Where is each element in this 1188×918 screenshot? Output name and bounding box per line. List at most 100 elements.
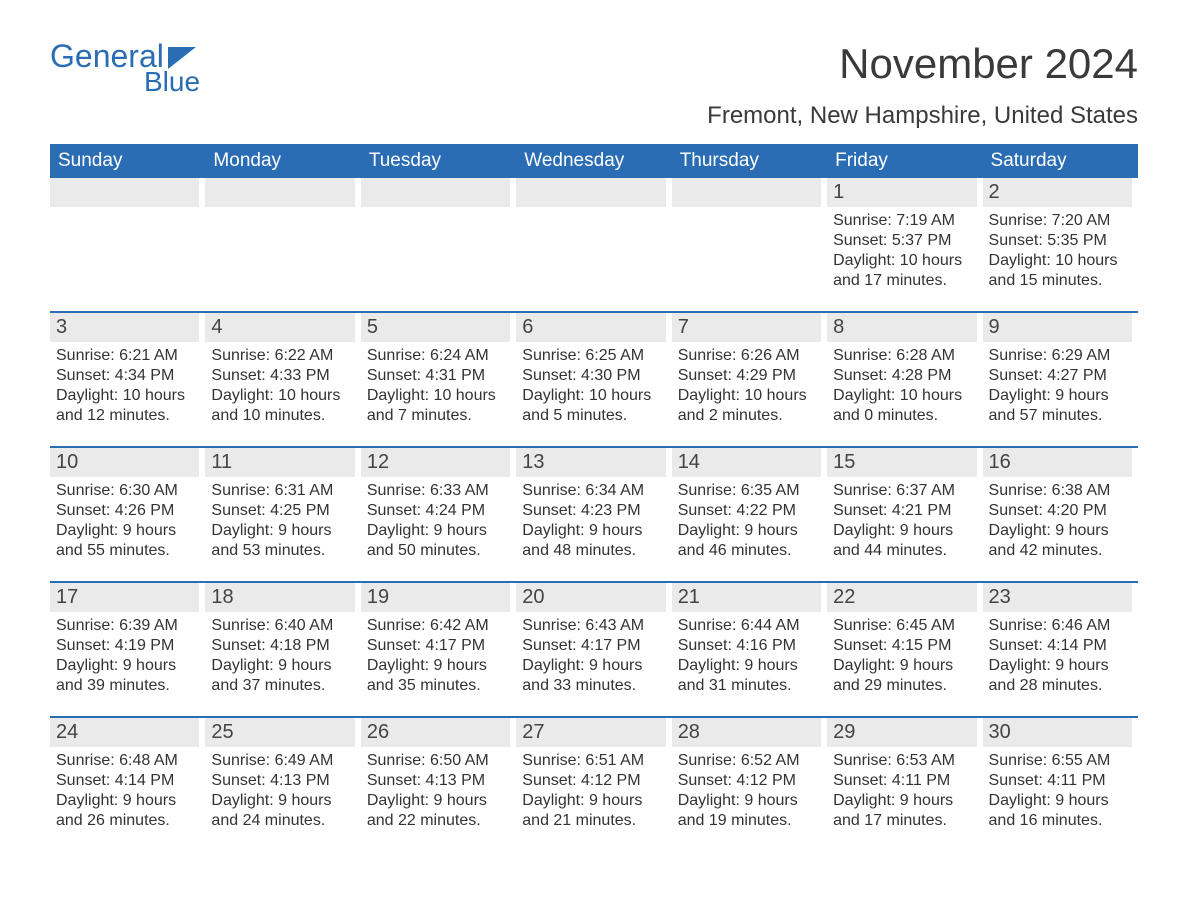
day-number: 2 <box>983 178 1132 207</box>
flag-icon <box>168 42 196 74</box>
sunset-text: Sunset: 4:15 PM <box>833 636 976 656</box>
day-number: 1 <box>827 178 976 207</box>
sunset-text: Sunset: 4:14 PM <box>56 771 199 791</box>
sunrise-text: Sunrise: 6:53 AM <box>833 751 976 771</box>
day-content: Sunrise: 6:35 AMSunset: 4:22 PMDaylight:… <box>672 481 821 561</box>
weekday-header: Friday <box>827 144 982 178</box>
day-content: Sunrise: 6:44 AMSunset: 4:16 PMDaylight:… <box>672 616 821 696</box>
sunrise-text: Sunrise: 6:48 AM <box>56 751 199 771</box>
day-number: 14 <box>672 448 821 477</box>
day-number: 16 <box>983 448 1132 477</box>
location-subtitle: Fremont, New Hampshire, United States <box>50 102 1138 130</box>
sunrise-text: Sunrise: 6:42 AM <box>367 616 510 636</box>
daylight-text: Daylight: 9 hours and 19 minutes. <box>678 791 821 831</box>
day-content: Sunrise: 6:53 AMSunset: 4:11 PMDaylight:… <box>827 751 976 831</box>
day-number: 3 <box>50 313 199 342</box>
day-number: 9 <box>983 313 1132 342</box>
day-cell: 25Sunrise: 6:49 AMSunset: 4:13 PMDayligh… <box>205 718 360 837</box>
day-content: Sunrise: 7:19 AMSunset: 5:37 PMDaylight:… <box>827 211 976 291</box>
day-content: Sunrise: 6:46 AMSunset: 4:14 PMDaylight:… <box>983 616 1132 696</box>
day-cell: 30Sunrise: 6:55 AMSunset: 4:11 PMDayligh… <box>983 718 1138 837</box>
daylight-text: Daylight: 9 hours and 22 minutes. <box>367 791 510 831</box>
day-content: Sunrise: 6:52 AMSunset: 4:12 PMDaylight:… <box>672 751 821 831</box>
sunrise-text: Sunrise: 6:35 AM <box>678 481 821 501</box>
day-cell: 3Sunrise: 6:21 AMSunset: 4:34 PMDaylight… <box>50 313 205 432</box>
day-cell: 10Sunrise: 6:30 AMSunset: 4:26 PMDayligh… <box>50 448 205 567</box>
day-number: 27 <box>516 718 665 747</box>
sunrise-text: Sunrise: 6:52 AM <box>678 751 821 771</box>
day-number: 13 <box>516 448 665 477</box>
day-content: Sunrise: 6:51 AMSunset: 4:12 PMDaylight:… <box>516 751 665 831</box>
daylight-text: Daylight: 10 hours and 10 minutes. <box>211 386 354 426</box>
day-cell: 4Sunrise: 6:22 AMSunset: 4:33 PMDaylight… <box>205 313 360 432</box>
week-row: 17Sunrise: 6:39 AMSunset: 4:19 PMDayligh… <box>50 581 1138 702</box>
sunrise-text: Sunrise: 6:24 AM <box>367 346 510 366</box>
sunrise-text: Sunrise: 7:19 AM <box>833 211 976 231</box>
empty-day-bar <box>361 178 510 207</box>
day-number: 18 <box>205 583 354 612</box>
empty-day-bar <box>50 178 199 207</box>
week-row: 1 Sunrise: 7:19 AMSunset: 5:37 PMDaylight… <box>50 178 1138 297</box>
daylight-text: Daylight: 9 hours and 46 minutes. <box>678 521 821 561</box>
sunrise-text: Sunrise: 6:44 AM <box>678 616 821 636</box>
sunset-text: Sunset: 4:21 PM <box>833 501 976 521</box>
logo: General Blue <box>50 40 200 96</box>
empty-day-bar <box>205 178 354 207</box>
day-cell: 17Sunrise: 6:39 AMSunset: 4:19 PMDayligh… <box>50 583 205 702</box>
day-cell: 14 Sunrise: 6:35 AMSunset: 4:22 PMDayligh… <box>672 448 827 567</box>
sunset-text: Sunset: 4:19 PM <box>56 636 199 656</box>
sunrise-text: Sunrise: 6:31 AM <box>211 481 354 501</box>
sunset-text: Sunset: 4:28 PM <box>833 366 976 386</box>
daylight-text: Daylight: 9 hours and 24 minutes. <box>211 791 354 831</box>
weekday-header: Saturday <box>983 144 1138 178</box>
day-number: 15 <box>827 448 976 477</box>
sunset-text: Sunset: 4:20 PM <box>989 501 1132 521</box>
sunrise-text: Sunrise: 6:45 AM <box>833 616 976 636</box>
daylight-text: Daylight: 10 hours and 2 minutes. <box>678 386 821 426</box>
logo-top-line: General <box>50 40 196 72</box>
day-content: Sunrise: 6:25 AMSunset: 4:30 PMDaylight:… <box>516 346 665 426</box>
sunrise-text: Sunrise: 6:33 AM <box>367 481 510 501</box>
sunrise-text: Sunrise: 6:37 AM <box>833 481 976 501</box>
sunset-text: Sunset: 4:17 PM <box>367 636 510 656</box>
day-content: Sunrise: 6:38 AMSunset: 4:20 PMDaylight:… <box>983 481 1132 561</box>
day-number: 17 <box>50 583 199 612</box>
day-cell <box>361 178 516 297</box>
sunrise-text: Sunrise: 6:40 AM <box>211 616 354 636</box>
day-number: 12 <box>361 448 510 477</box>
weekday-header: Monday <box>205 144 360 178</box>
sunrise-text: Sunrise: 6:49 AM <box>211 751 354 771</box>
day-cell <box>516 178 671 297</box>
daylight-text: Daylight: 9 hours and 55 minutes. <box>56 521 199 561</box>
day-cell: 1 Sunrise: 7:19 AMSunset: 5:37 PMDaylight… <box>827 178 982 297</box>
sunset-text: Sunset: 4:11 PM <box>833 771 976 791</box>
weekday-header-row: SundayMondayTuesdayWednesdayThursdayFrid… <box>50 144 1138 178</box>
day-number: 19 <box>361 583 510 612</box>
day-number: 24 <box>50 718 199 747</box>
day-number: 30 <box>983 718 1132 747</box>
daylight-text: Daylight: 9 hours and 50 minutes. <box>367 521 510 561</box>
daylight-text: Daylight: 9 hours and 16 minutes. <box>989 791 1132 831</box>
day-cell: 8Sunrise: 6:28 AMSunset: 4:28 PMDaylight… <box>827 313 982 432</box>
daylight-text: Daylight: 10 hours and 12 minutes. <box>56 386 199 426</box>
daylight-text: Daylight: 9 hours and 44 minutes. <box>833 521 976 561</box>
sunrise-text: Sunrise: 6:26 AM <box>678 346 821 366</box>
week-row: 10Sunrise: 6:30 AMSunset: 4:26 PMDayligh… <box>50 446 1138 567</box>
daylight-text: Daylight: 9 hours and 26 minutes. <box>56 791 199 831</box>
day-content: Sunrise: 6:29 AMSunset: 4:27 PMDaylight:… <box>983 346 1132 426</box>
sunset-text: Sunset: 4:33 PM <box>211 366 354 386</box>
sunrise-text: Sunrise: 6:28 AM <box>833 346 976 366</box>
day-content: Sunrise: 6:43 AMSunset: 4:17 PMDaylight:… <box>516 616 665 696</box>
day-cell: 20Sunrise: 6:43 AMSunset: 4:17 PMDayligh… <box>516 583 671 702</box>
daylight-text: Daylight: 9 hours and 48 minutes. <box>522 521 665 561</box>
day-number: 5 <box>361 313 510 342</box>
day-number: 21 <box>672 583 821 612</box>
daylight-text: Daylight: 9 hours and 57 minutes. <box>989 386 1132 426</box>
day-cell: 9 Sunrise: 6:29 AMSunset: 4:27 PMDaylight… <box>983 313 1138 432</box>
sunset-text: Sunset: 4:26 PM <box>56 501 199 521</box>
day-cell: 26Sunrise: 6:50 AMSunset: 4:13 PMDayligh… <box>361 718 516 837</box>
sunset-text: Sunset: 4:22 PM <box>678 501 821 521</box>
day-content: Sunrise: 6:30 AMSunset: 4:26 PMDaylight:… <box>50 481 199 561</box>
daylight-text: Daylight: 9 hours and 53 minutes. <box>211 521 354 561</box>
sunrise-text: Sunrise: 6:25 AM <box>522 346 665 366</box>
